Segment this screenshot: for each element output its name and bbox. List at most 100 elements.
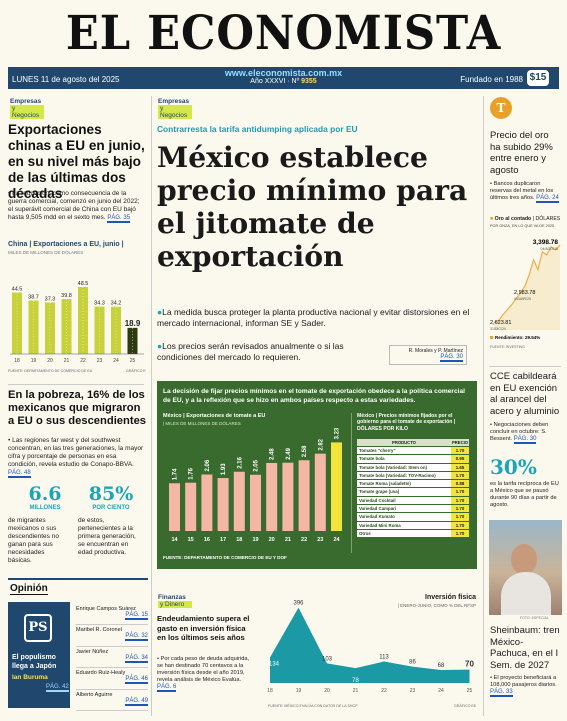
page-ref[interactable]: PÁG. 24 [536, 195, 559, 203]
tick-label: 20 [269, 537, 275, 543]
tick-label: 15 [188, 537, 194, 543]
tick-label: 20 [47, 358, 53, 364]
section-tag-empresas-center: Empresas y Negocios [158, 98, 192, 119]
cce-headline[interactable]: CCE cabildeará en EU exención al arancel… [490, 371, 560, 417]
data-label: 2.48 [270, 448, 276, 460]
page-ref[interactable]: PÁG. 35 [107, 215, 131, 223]
bar [314, 453, 326, 531]
tick-label: 25 [467, 688, 473, 694]
bar [217, 478, 229, 531]
tick-label: 14 [171, 537, 178, 543]
tomato-infobox: La decisión de fijar precios mínimos en … [157, 381, 477, 569]
volume-number: Año XXXVI · Nº 9355 [250, 78, 317, 85]
data-label: 70 [465, 660, 474, 669]
table-row: Tomate Roma (saladette) 0.88 [357, 480, 469, 488]
opinion-promo[interactable]: PS El populismo llega a Japón Ian Buruma… [8, 602, 70, 708]
table-row: Otros 1.70 [357, 529, 469, 538]
stat-migrants: 6.6 MILLONES [28, 483, 62, 511]
poverty-headline[interactable]: En la pobreza, 16% de los mexicanos que … [8, 389, 147, 427]
tick-label: 19 [296, 688, 302, 694]
gold-body: • Bancos duplicaron reservas del metal e… [490, 181, 559, 203]
data-label: 38.7 [28, 295, 39, 301]
gold-headline[interactable]: Precio del oro ha subido 29% entre enero… [490, 130, 553, 176]
table-row: Tomate grape (uva) 1.70 [357, 488, 469, 496]
founded-text: Fundado en 1988 [460, 75, 523, 84]
page-ref[interactable]: PÁG. 48 [8, 470, 31, 478]
main-kicker: Contrarresta la tarifa antidumping aplic… [157, 124, 358, 134]
table-header: PRODUCTO PRECIO [357, 439, 469, 446]
data-label: 18.9 [125, 319, 141, 328]
china-exports-headline[interactable]: Exportaciones chinas a EU en junio, en s… [8, 122, 145, 201]
opinion-item[interactable]: Eduardo Ruiz-Healy PÁG. 46 [76, 668, 148, 690]
china-chart-subtitle: MILES DE MILLONES DE DÓLARES [8, 250, 84, 255]
return-label: Rendimiento: 29.54% [495, 335, 540, 340]
bar [298, 460, 310, 531]
tick-label: 22 [301, 537, 307, 543]
tick-label: 23 [317, 537, 323, 543]
tick-label: 19 [252, 537, 258, 543]
poverty-body: • Las regiones far west y del southwest … [8, 437, 144, 478]
infobox-chart-title: México | Exportaciones de tomate a EU [163, 413, 266, 419]
investment-chart-subtitle: | ENERO-JUNIO, COMO % DEL RFSP [397, 603, 476, 608]
page-ref[interactable]: PÁG. 6 [157, 684, 177, 692]
opinion-title: Opinión [10, 583, 48, 595]
data-label: 44.5 [12, 287, 23, 293]
chart-credit: GRÁFICO EE [454, 704, 477, 708]
opinion-item[interactable]: Alberto Aguirre PÁG. 49 [76, 690, 148, 711]
stat-percent-desc: de estos, pertenecientes a la primera ge… [78, 517, 136, 556]
data-label: 2,983.78 [514, 290, 535, 296]
data-label: 2,623.81 [490, 320, 511, 326]
cce-body: • Negociaciones deben concluir en octubr… [490, 422, 549, 444]
table-row: Tomates "cherry" 1.70 [357, 447, 469, 455]
tick-label: 18 [14, 358, 20, 364]
table-row: Tomate bola (Variedad: TOV-Racimo) 1.70 [357, 471, 469, 480]
gold-chart-subtitle: POR ONZA, EN LO QUE VA DE 2025 [490, 224, 555, 228]
infobox-source: FUENTE: DEPARTAMENTO DE COMERCIO DE EU Y… [163, 555, 287, 560]
bar [201, 474, 213, 531]
bar [94, 306, 105, 354]
page-ref[interactable]: PÁG. 33 [490, 689, 513, 697]
main-bullet-2: ●Los precios serán revisados anualmente … [157, 341, 344, 362]
opinion-item[interactable]: Javier Núñez PÁG. 34 [76, 647, 148, 669]
table-row: Variedad Kumato 1.70 [357, 513, 469, 521]
bar [111, 306, 121, 354]
byline-box: R. Morales y P. Martínez PÁG. 30 [389, 345, 467, 365]
tick-label: 21 [353, 688, 359, 694]
table-row: Tomate bola (Variedad: Stem on) 1.65 [357, 463, 469, 471]
opinion-item[interactable]: Enrique Campos Suárez PÁG. 15 [76, 604, 148, 626]
train-headline[interactable]: Sheinbaum: tren México-Pachuca, en el I … [490, 625, 560, 671]
finanzas-body: • Por cada peso de deuda adquirida, se h… [157, 656, 250, 692]
data-label: 3.23 [335, 427, 341, 439]
publication-date: LUNES 11 de agosto del 2025 [12, 75, 120, 84]
data-label: 2.16 [237, 456, 243, 468]
infobox-intro: La decisión de fijar precios mínimos en … [163, 388, 465, 404]
china-chart-title: China | Exportaciones a EU, junio | [8, 241, 124, 248]
table-row: Variedad Campari 1.70 [357, 505, 469, 513]
data-label: 39.8 [61, 293, 72, 299]
data-label: 37.3 [45, 296, 56, 302]
data-label: 134 [269, 661, 280, 667]
bar [45, 302, 55, 354]
investment-chart: 134 18 396 19 103 20 78 21 113 22 86 23 68 24 70 25 FUEN… [267, 601, 477, 708]
te-logo-icon: T [490, 97, 512, 119]
bar [282, 462, 294, 531]
tick-label: 25 [130, 358, 136, 364]
table-row: Variedad Mini Roma 1.70 [357, 521, 469, 529]
table-row: Variedad Cocktail 1.70 [357, 496, 469, 505]
tick-label: 18 [236, 537, 242, 543]
data-label: 1.74 [173, 468, 179, 480]
tick-label: 24 [438, 688, 444, 694]
newspaper-title: EL ECONOMISTA [65, 6, 502, 61]
data-label: 3,398.78 [533, 239, 559, 246]
main-headline[interactable]: México establece precio mínimo para el j… [157, 141, 468, 273]
gold-chart-title: ■ Oro al contado | DÓLARES [490, 216, 561, 222]
legend-swatch [490, 336, 493, 339]
finanzas-headline[interactable]: Endeudamiento supera el gasto en inversi… [157, 614, 250, 642]
data-label: 103 [322, 656, 333, 662]
page-ref[interactable]: PÁG. 30 [513, 436, 537, 444]
price-table-title: México | Precios mínimos fijados por el … [357, 413, 456, 432]
opinion-item[interactable]: Maribel R. Coronel PÁG. 32 [76, 625, 148, 647]
data-label: 86 [409, 660, 416, 666]
website-link[interactable]: www.eleconomista.com.mx [224, 68, 343, 78]
